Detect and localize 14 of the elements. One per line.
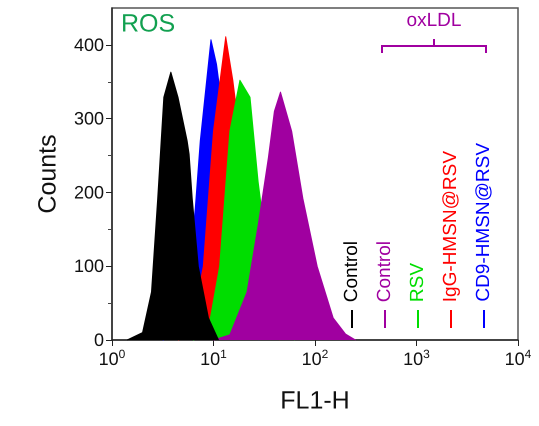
text: Control [374, 240, 396, 302]
y-tick-label: 0 [94, 330, 104, 350]
y-axis-title: Counts [34, 134, 62, 214]
x-axis-title: FL1-H [280, 386, 350, 414]
annotation: oxLDL [406, 10, 462, 32]
text: IgG-HMSN@RSV [440, 150, 462, 302]
y-tick-label: 100 [74, 256, 104, 276]
text: Control [341, 240, 363, 302]
y-tick-label: 200 [74, 182, 104, 202]
chart-title: ROS [121, 10, 176, 38]
y-tick-label: 300 [74, 108, 104, 129]
text: CD9-HMSN@RSV [473, 143, 495, 302]
text: RSV [407, 262, 429, 302]
y-tick-label: 400 [74, 34, 104, 55]
